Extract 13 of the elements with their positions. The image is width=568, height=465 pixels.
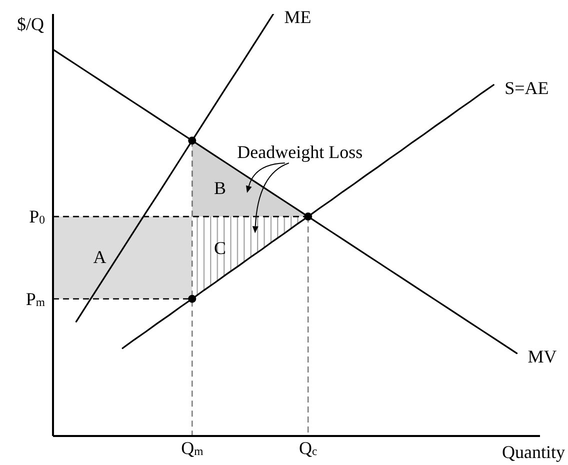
annotation: C	[214, 238, 226, 258]
annotation: B	[214, 178, 226, 198]
ref-line-label: P$_{m}$	[26, 288, 45, 309]
annotation: Deadweight Loss	[237, 142, 363, 162]
series-label: MV	[528, 346, 557, 366]
y-axis-title: $/Q	[17, 14, 44, 34]
annotation: A	[93, 247, 106, 268]
series-label: S=AE	[504, 78, 549, 98]
series-label: ME	[284, 7, 312, 27]
x-tick-label: Q$_{m}$	[181, 438, 204, 458]
ref-line-label: P$_{0}$	[29, 206, 46, 227]
x-tick-label: Q$_{c}$	[299, 438, 318, 458]
x-axis-title: Quantity	[502, 442, 565, 462]
